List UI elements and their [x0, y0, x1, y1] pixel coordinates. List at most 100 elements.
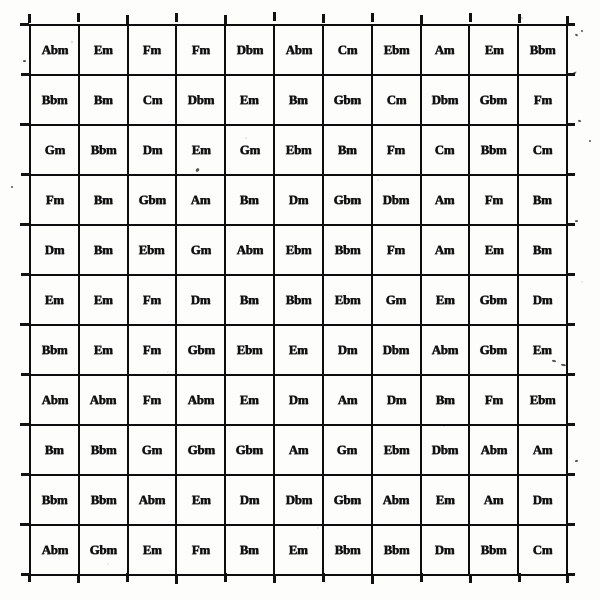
- chord-cell[interactable]: Gbm: [468, 274, 520, 326]
- chord-cell[interactable]: Dm: [321, 324, 373, 376]
- chord-cell[interactable]: Dbm: [419, 424, 471, 476]
- chord-cell[interactable]: Cm: [321, 24, 373, 76]
- chord-cell[interactable]: Dm: [273, 174, 324, 226]
- chord-cell[interactable]: Am: [468, 474, 520, 526]
- chord-cell[interactable]: Em: [175, 124, 227, 176]
- chord-cell[interactable]: Bm: [29, 424, 80, 476]
- chord-cell[interactable]: Bm: [273, 74, 324, 126]
- chord-cell[interactable]: Am: [419, 24, 471, 76]
- chord-cell[interactable]: Bm: [224, 524, 276, 576]
- chord-cell[interactable]: Bbm: [468, 124, 520, 176]
- chord-cell[interactable]: Fm: [468, 374, 520, 426]
- chord-cell[interactable]: Gm: [370, 274, 422, 326]
- chord-cell[interactable]: Am: [321, 374, 373, 426]
- chord-cell[interactable]: Am: [175, 174, 227, 226]
- chord-cell[interactable]: Em: [224, 74, 276, 126]
- chord-cell[interactable]: Ebm: [224, 324, 276, 376]
- chord-cell[interactable]: Bm: [77, 174, 129, 226]
- chord-cell[interactable]: Em: [468, 24, 520, 76]
- chord-cell[interactable]: Am: [273, 424, 324, 476]
- chord-cell[interactable]: Gm: [29, 124, 80, 176]
- chord-cell[interactable]: Bbm: [517, 24, 568, 76]
- chord-cell[interactable]: Ebm: [517, 374, 568, 426]
- chord-cell[interactable]: Gbm: [175, 324, 227, 376]
- chord-cell[interactable]: Em: [419, 274, 471, 326]
- chord-cell[interactable]: Em: [273, 324, 324, 376]
- chord-cell[interactable]: Bbm: [370, 524, 422, 576]
- chord-cell[interactable]: Gm: [224, 124, 276, 176]
- chord-cell[interactable]: Fm: [175, 24, 227, 76]
- chord-cell[interactable]: Bm: [224, 274, 276, 326]
- chord-cell[interactable]: Abm: [468, 424, 520, 476]
- chord-cell[interactable]: Em: [77, 24, 129, 76]
- chord-cell[interactable]: Bbm: [77, 474, 129, 526]
- chord-cell[interactable]: Abm: [175, 374, 227, 426]
- chord-cell[interactable]: Abm: [419, 324, 471, 376]
- chord-cell[interactable]: Fm: [370, 124, 422, 176]
- chord-cell[interactable]: Gbm: [468, 324, 520, 376]
- chord-cell[interactable]: Bbm: [29, 474, 80, 526]
- chord-cell[interactable]: Gbm: [321, 474, 373, 526]
- chord-cell[interactable]: Fm: [175, 524, 227, 576]
- chord-cell[interactable]: Em: [29, 274, 80, 326]
- chord-cell[interactable]: Am: [517, 424, 568, 476]
- chord-cell[interactable]: Bbm: [468, 524, 520, 576]
- chord-cell[interactable]: Ebm: [126, 224, 178, 276]
- chord-cell[interactable]: Em: [273, 524, 324, 576]
- chord-cell[interactable]: Gbm: [224, 424, 276, 476]
- chord-cell[interactable]: Cm: [126, 74, 178, 126]
- chord-cell[interactable]: Cm: [517, 524, 568, 576]
- chord-cell[interactable]: Bbm: [273, 274, 324, 326]
- chord-cell[interactable]: Bm: [419, 374, 471, 426]
- chord-cell[interactable]: Dm: [224, 474, 276, 526]
- chord-cell[interactable]: Bbm: [321, 524, 373, 576]
- chord-cell[interactable]: Ebm: [370, 24, 422, 76]
- chord-cell[interactable]: Dm: [517, 274, 568, 326]
- chord-cell[interactable]: Bm: [77, 224, 129, 276]
- chord-cell[interactable]: Gm: [175, 224, 227, 276]
- chord-cell[interactable]: Fm: [468, 174, 520, 226]
- chord-cell[interactable]: Fm: [126, 374, 178, 426]
- chord-cell[interactable]: Abm: [273, 24, 324, 76]
- chord-cell[interactable]: Dm: [29, 224, 80, 276]
- chord-cell[interactable]: Abm: [77, 374, 129, 426]
- chord-cell[interactable]: Dm: [370, 374, 422, 426]
- chord-cell[interactable]: Abm: [126, 474, 178, 526]
- chord-cell[interactable]: Abm: [224, 224, 276, 276]
- chord-cell[interactable]: Dm: [273, 374, 324, 426]
- chord-cell[interactable]: Fm: [126, 324, 178, 376]
- chord-cell[interactable]: Bbm: [77, 424, 129, 476]
- chord-cell[interactable]: Dbm: [370, 174, 422, 226]
- chord-cell[interactable]: Abm: [29, 24, 80, 76]
- chord-cell[interactable]: Gm: [126, 424, 178, 476]
- chord-cell[interactable]: Gbm: [77, 524, 129, 576]
- chord-cell[interactable]: Abm: [29, 524, 80, 576]
- chord-cell[interactable]: Em: [224, 374, 276, 426]
- chord-cell[interactable]: Fm: [370, 224, 422, 276]
- chord-cell[interactable]: Cm: [370, 74, 422, 126]
- chord-cell[interactable]: Em: [517, 324, 568, 376]
- chord-cell[interactable]: Abm: [29, 374, 80, 426]
- chord-cell[interactable]: Gbm: [175, 424, 227, 476]
- chord-cell[interactable]: Gm: [321, 424, 373, 476]
- chord-cell[interactable]: Gbm: [126, 174, 178, 226]
- chord-cell[interactable]: Cm: [419, 124, 471, 176]
- chord-cell[interactable]: Bm: [321, 124, 373, 176]
- chord-cell[interactable]: Dbm: [175, 74, 227, 126]
- chord-cell[interactable]: Gbm: [321, 174, 373, 226]
- chord-cell[interactable]: Em: [77, 324, 129, 376]
- chord-cell[interactable]: Gbm: [468, 74, 520, 126]
- chord-cell[interactable]: Dm: [419, 524, 471, 576]
- chord-cell[interactable]: Em: [126, 524, 178, 576]
- chord-cell[interactable]: Em: [175, 474, 227, 526]
- chord-cell[interactable]: Fm: [126, 274, 178, 326]
- chord-cell[interactable]: Dm: [126, 124, 178, 176]
- chord-cell[interactable]: Em: [468, 224, 520, 276]
- chord-cell[interactable]: Gbm: [321, 74, 373, 126]
- chord-cell[interactable]: Dbm: [273, 474, 324, 526]
- chord-cell[interactable]: Bbm: [29, 324, 80, 376]
- chord-cell[interactable]: Fm: [29, 174, 80, 226]
- chord-cell[interactable]: Em: [419, 474, 471, 526]
- chord-cell[interactable]: Bm: [224, 174, 276, 226]
- chord-cell[interactable]: Bm: [517, 224, 568, 276]
